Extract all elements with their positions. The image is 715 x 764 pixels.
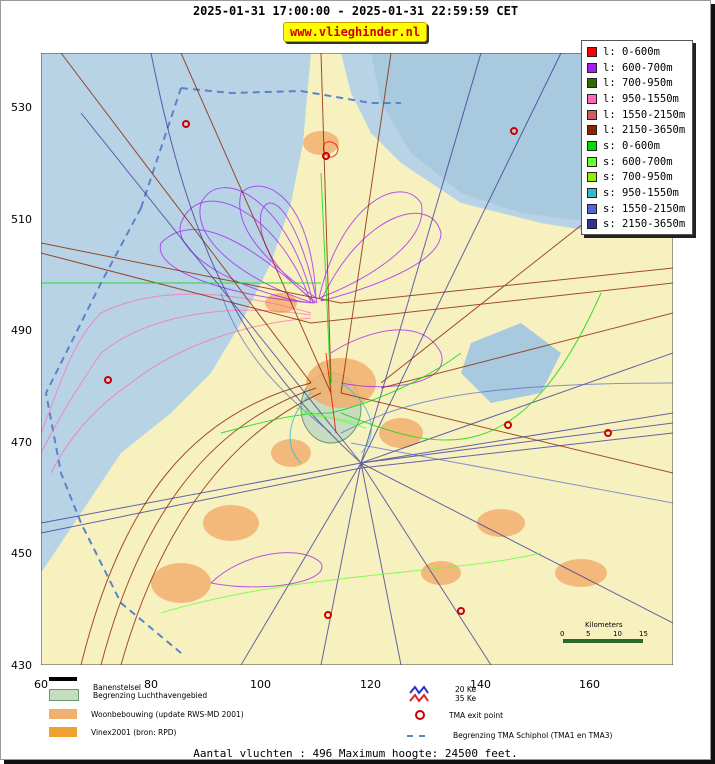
legend-item: l: 0-600m [582, 44, 692, 60]
legend-swatch [587, 93, 597, 104]
legend-label: s: 600-700m [603, 155, 673, 168]
noise-35-label: 35 Ke [455, 694, 477, 703]
altitude-legend: l: 0-600m l: 600-700m l: 700-950m l: 950… [581, 40, 693, 236]
legend-swatch [587, 156, 597, 167]
airport-boundary-label: Begrenzing Luchthavengebied [93, 690, 208, 700]
airport-boundary-symbol [49, 689, 79, 701]
legend-item: s: 0-600m [582, 138, 692, 154]
scale-tick-15: 15 [639, 630, 648, 638]
housing-symbol [49, 709, 77, 719]
tma-exit-icon [415, 710, 425, 720]
legend-label: s: 950-1550m [603, 187, 679, 200]
legend-swatch [587, 219, 597, 230]
x-tick-140: 140 [470, 678, 491, 691]
legend-label: l: 2150-3650m [603, 124, 686, 137]
scale-bar: Kilometers 0 5 10 15 [560, 621, 648, 643]
legend-swatch [587, 125, 597, 136]
legend-item: s: 950-1550m [582, 185, 692, 201]
legend-item: s: 700-950m [582, 170, 692, 186]
scale-tick-5: 5 [586, 630, 590, 638]
legend-swatch [587, 78, 597, 89]
tma-exit-label: TMA exit point [449, 710, 504, 720]
x-tick-160: 160 [579, 678, 600, 691]
legend-vinex: Vinex2001 (bron: RPD) [49, 727, 177, 737]
vinex-symbol [49, 727, 77, 737]
legend-runways-label: Banenstelsel [93, 683, 142, 692]
legend-label: l: 1550-2150m [603, 108, 686, 121]
legend-item: s: 600-700m [582, 154, 692, 170]
noise-contour-icon [409, 685, 429, 703]
legend-swatch [587, 46, 597, 57]
legend-label: s: 2150-3650m [603, 218, 686, 231]
y-tick-530: 530 [11, 101, 32, 114]
y-tick-450: 450 [11, 547, 32, 560]
legend-swatch [587, 140, 597, 151]
time-range-title: 2025-01-31 17:00:00 - 2025-01-31 22:59:5… [192, 4, 519, 18]
scale-bar-title: Kilometers [585, 621, 623, 629]
legend-item: s: 2150-3650m [582, 217, 692, 233]
legend-swatch [587, 62, 597, 73]
scale-tick-10: 10 [613, 630, 622, 638]
x-tick-60: 60 [34, 678, 48, 691]
legend-tma-exit: TMA exit point [415, 710, 503, 720]
legend-swatch [587, 203, 597, 214]
tma-boundary-symbol [407, 734, 425, 737]
x-tick-100: 100 [250, 678, 271, 691]
legend-swatch [587, 172, 597, 183]
flight-tracks [41, 53, 673, 665]
legend-label: l: 700-950m [603, 77, 673, 90]
y-tick-470: 470 [11, 436, 32, 449]
y-tick-430: 430 [11, 659, 32, 672]
website-badge[interactable]: www.vlieghinder.nl [283, 22, 428, 42]
legend-label: s: 1550-2150m [603, 202, 686, 215]
noise-20-label: 20 Ke [455, 685, 477, 694]
legend-item: l: 950-1550m [582, 91, 692, 107]
flight-summary: Aantal vluchten : 496 Maximum hoogte: 24… [193, 747, 518, 760]
legend-item: l: 600-700m [582, 60, 692, 76]
runway-symbol [49, 677, 77, 681]
x-tick-80: 80 [144, 678, 158, 691]
markermeer [461, 323, 561, 403]
legend-swatch [587, 188, 597, 199]
housing-label: Woonbebouwing (update RWS-MD 2001) [91, 709, 244, 719]
legend-item: s: 1550-2150m [582, 201, 692, 217]
urban-areas [151, 131, 607, 603]
vinex-label: Vinex2001 (bron: RPD) [91, 727, 177, 737]
legend-swatch [587, 109, 597, 120]
map-legend: Banenstelsel Begrenzing Luchthavengebied… [41, 677, 673, 743]
x-tick-120: 120 [360, 678, 381, 691]
tma-boundary [44, 87, 401, 654]
legend-runways [49, 677, 91, 681]
scale-tick-0: 0 [560, 630, 564, 638]
legend-item: l: 1550-2150m [582, 107, 692, 123]
flight-track-map[interactable]: Kilometers 0 5 10 15 [41, 53, 673, 665]
legend-item: l: 2150-3650m [582, 122, 692, 138]
legend-airport-boundary: Begrenzing Luchthavengebied [49, 689, 207, 701]
legend-tma-boundary: Begrenzing TMA Schiphol (TMA1 en TMA3) [407, 731, 612, 740]
legend-label: s: 0-600m [603, 139, 660, 152]
legend-label: s: 700-950m [603, 171, 673, 184]
tma-exit-points [104, 120, 612, 619]
y-tick-510: 510 [11, 213, 32, 226]
legend-label: l: 950-1550m [603, 92, 679, 105]
tma-boundary-label: Begrenzing TMA Schiphol (TMA1 en TMA3) [453, 731, 613, 740]
legend-label: l: 600-700m [603, 61, 673, 74]
legend-item: l: 700-950m [582, 75, 692, 91]
legend-housing: Woonbebouwing (update RWS-MD 2001) [49, 709, 244, 719]
legend-label: l: 0-600m [603, 45, 660, 58]
y-tick-490: 490 [11, 324, 32, 337]
legend-noise-contours [409, 685, 429, 703]
